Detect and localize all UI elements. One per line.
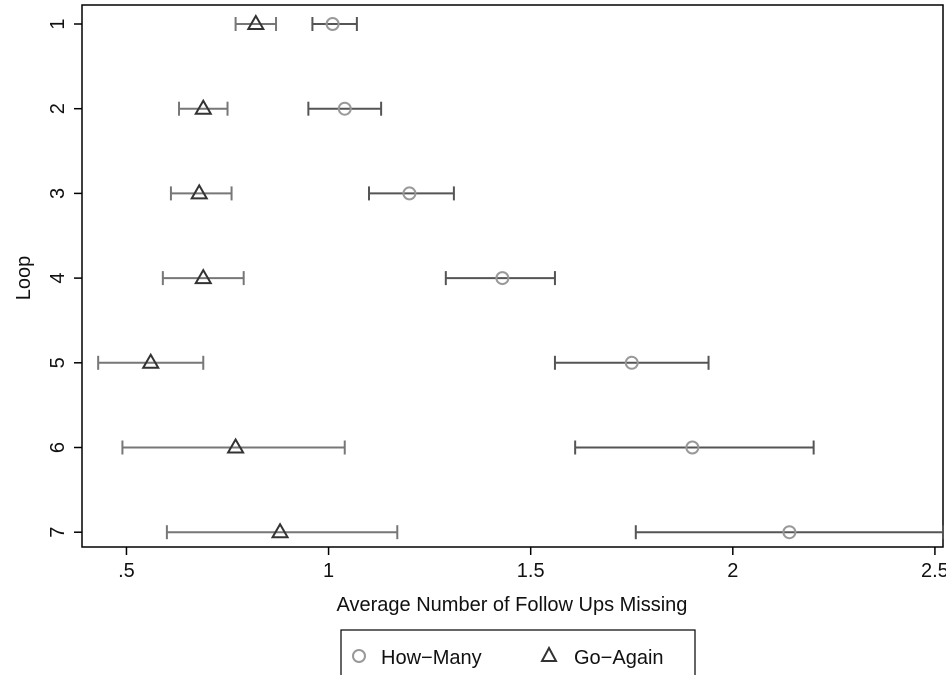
legend-how-many-label: How−Many [381,647,482,669]
legend-go-again-marker [540,645,558,662]
x-tick-label: 2 [727,560,738,582]
legend-box [340,629,696,675]
go-again-point [189,183,209,200]
how-many-point [495,271,510,286]
series-go-again [97,13,399,540]
y-axis-title: Loop [13,256,35,301]
how-many-point [337,101,352,116]
x-tick-label: 2.5 [921,560,946,582]
how-many-point [685,440,700,455]
legend: How−Many Go−Again [340,629,696,675]
go-again-point [194,98,213,115]
go-again-point [194,268,213,285]
x-tick-label: 1 [323,560,334,582]
y-axis: 1 2 3 4 5 6 7 [47,18,82,538]
y-tick-label: 5 [47,357,69,368]
x-tick-label: 1.5 [517,560,545,582]
how-many-point [325,17,340,31]
how-many-point [624,355,639,370]
legend-how-many-marker [352,649,366,663]
y-tick-label: 4 [47,273,69,284]
y-tick-label: 2 [47,103,69,114]
x-axis-title: Average Number of Follow Ups Missing [337,594,688,616]
series-how-many [307,17,944,540]
go-again-point [226,437,245,454]
go-again-point [270,522,290,539]
how-many-point [782,525,797,540]
plot-frame [81,4,944,548]
go-again-point [246,13,266,30]
y-tick-label: 6 [47,442,69,453]
legend-go-again-label: Go−Again [574,647,664,669]
y-tick-label: 7 [47,527,69,538]
go-again-point [141,352,160,369]
x-tick-label: .5 [118,560,135,582]
y-tick-label: 1 [47,18,69,29]
x-axis: .5 1 1.5 2 2.5 [118,547,946,582]
how-many-point [402,186,417,201]
plot-marks [97,13,944,540]
y-tick-label: 3 [47,188,69,199]
